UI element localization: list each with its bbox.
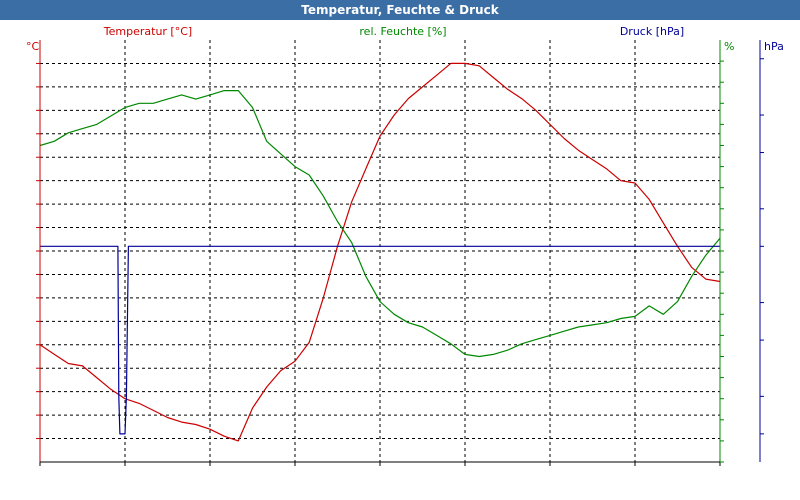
humidity-line <box>39 89 721 358</box>
temperature-axis-label: Temperatur [°C] <box>103 25 192 38</box>
series-group <box>39 62 721 442</box>
temperature-unit: °C <box>26 40 40 53</box>
pressure-line <box>40 245 720 435</box>
humidity-unit: % <box>724 40 734 53</box>
axes-group <box>36 40 764 466</box>
chart-background <box>0 20 800 500</box>
temperature-line <box>39 62 721 442</box>
pressure-axis-label: Druck [hPa] <box>620 25 684 38</box>
chart-title: Temperatur, Feuchte & Druck <box>0 0 800 20</box>
chart-canvas: Temperatur [°C] rel. Feuchte [%] Druck [… <box>0 20 800 500</box>
grid <box>40 40 720 462</box>
pressure-unit: hPa <box>764 40 784 53</box>
humidity-axis-label: rel. Feuchte [%] <box>359 25 446 38</box>
